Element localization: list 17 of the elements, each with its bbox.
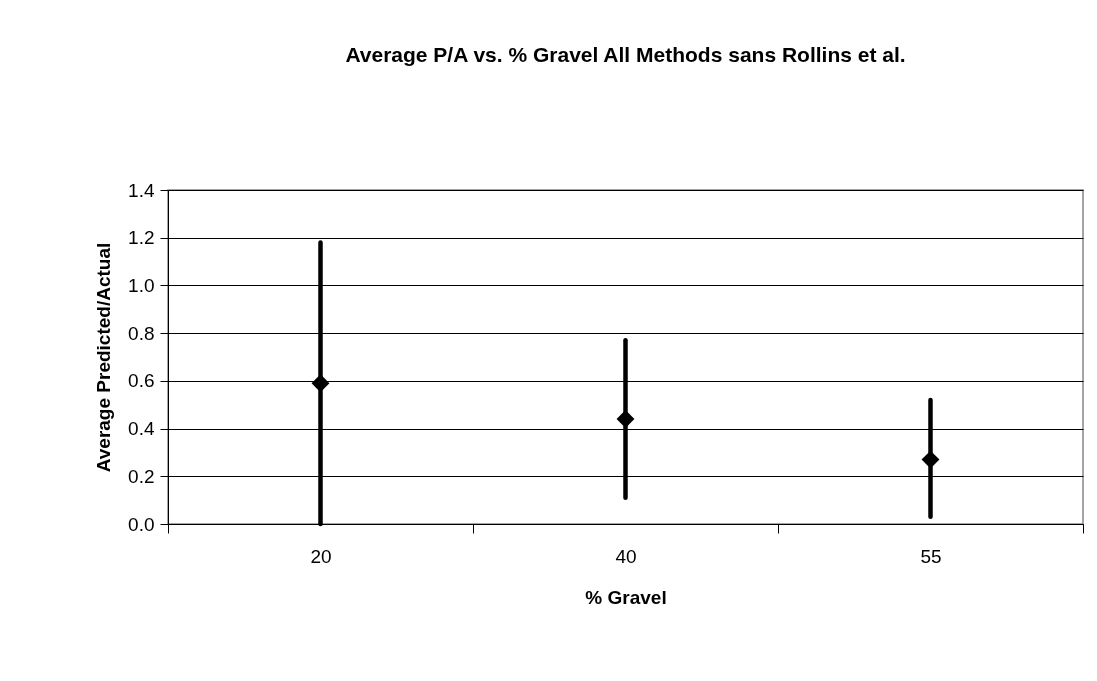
x-tick-label: 20 (310, 545, 332, 567)
point (616, 410, 635, 428)
y-tick-label: 0.8 (128, 322, 155, 344)
point (921, 450, 940, 469)
x-tick-label: 40 (615, 545, 637, 567)
y-tick-label: 0.2 (128, 465, 155, 487)
y-tick-label: 0.6 (128, 370, 155, 392)
point (311, 374, 330, 393)
y-tick-label: 1.2 (128, 227, 155, 249)
x-axis-title: % Gravel (585, 586, 667, 608)
y-tick-label: 0.0 (128, 513, 155, 535)
chart-title: Average P/A vs. % Gravel All Methods sans Rollins et al. (345, 43, 906, 66)
x-tick-label: 55 (920, 545, 942, 567)
y-axis-title: Average Predicted/Actual (93, 242, 115, 473)
y-tick-label: 1.0 (128, 274, 155, 296)
y-tick-label: 0.4 (128, 418, 155, 440)
y-tick-label: 1.4 (128, 179, 155, 201)
